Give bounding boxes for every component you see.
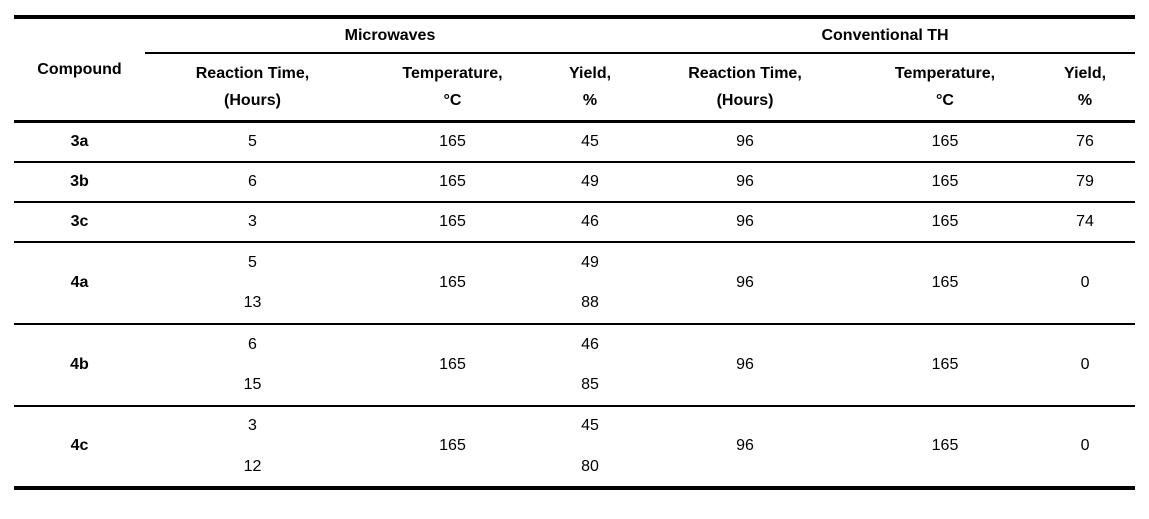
value-bottom: 12	[243, 457, 262, 475]
cell-mw-reaction-time: 3 12	[145, 405, 360, 489]
cell-th-reaction-time: 96	[635, 201, 856, 243]
value-bottom: 13	[243, 294, 262, 312]
cell-compound: 3b	[14, 161, 145, 203]
cell-mw-reaction-time: 5 13	[145, 241, 360, 325]
col-header-mw-temperature: Temperature, °C	[360, 53, 545, 123]
cell-th-yield: 79	[1035, 161, 1136, 203]
stacked-values: 5 13	[145, 253, 360, 313]
stacked-values: 49 88	[545, 253, 635, 313]
col-header-line: (Hours)	[224, 92, 281, 109]
col-header-line: (Hours)	[716, 92, 774, 109]
value-top: 5	[248, 253, 257, 271]
cell-compound: 4a	[14, 241, 145, 325]
col-header-th-reaction-time: Reaction Time, (Hours)	[635, 53, 856, 123]
stacked-values: 45 80	[545, 416, 635, 476]
column-header-row: Reaction Time, (Hours) Temperature, °C Y…	[14, 53, 1136, 123]
cell-mw-yield: 49	[545, 161, 636, 203]
cell-mw-temperature: 165	[360, 201, 545, 243]
cell-th-yield: 74	[1035, 201, 1136, 243]
group-header-microwaves: Microwaves	[145, 17, 636, 54]
cell-mw-temperature: 165	[360, 323, 545, 407]
cell-th-yield: 0	[1035, 241, 1136, 325]
cell-th-temperature: 165	[855, 121, 1036, 163]
cell-mw-yield: 45	[545, 121, 636, 163]
cell-mw-temperature: 165	[360, 161, 545, 203]
cell-th-reaction-time: 96	[635, 323, 856, 407]
col-header-line: Reaction Time,	[195, 65, 310, 82]
col-header-line: Yield,	[568, 65, 612, 82]
value-top: 6	[248, 335, 257, 353]
group-header-row: Compound Microwaves Conventional TH	[14, 17, 1136, 123]
value-bottom: 85	[581, 376, 599, 394]
table-row-3a: 3a 5 165 45 96 165 76	[14, 121, 1136, 163]
stacked-values: 3 12	[145, 416, 360, 476]
cell-mw-yield: 45 80	[545, 405, 636, 489]
col-header-line: °C	[443, 92, 462, 109]
value-bottom: 88	[581, 294, 599, 312]
table-row-3c: 3c 3 165 46 96 165 74	[14, 201, 1136, 243]
col-header-line: Reaction Time,	[688, 65, 802, 82]
cell-th-yield: 0	[1035, 323, 1136, 407]
col-header-line: Temperature,	[402, 65, 503, 82]
cell-mw-reaction-time: 6 15	[145, 323, 360, 407]
cell-th-reaction-time: 96	[635, 121, 856, 163]
col-header-mw-reaction-time: Reaction Time, (Hours)	[145, 53, 360, 123]
value-top: 45	[581, 417, 599, 434]
cell-mw-reaction-time: 3	[145, 201, 360, 243]
stacked-values: 46 85	[545, 335, 635, 395]
cell-th-yield: 0	[1035, 405, 1136, 489]
cell-compound: 4b	[14, 323, 145, 407]
cell-compound: 4c	[14, 405, 145, 489]
value-top: 49	[581, 253, 599, 271]
cell-mw-reaction-time: 6	[145, 161, 360, 203]
cell-th-reaction-time: 96	[635, 241, 856, 325]
cell-mw-temperature: 165	[360, 241, 545, 325]
col-header-line: Yield,	[1063, 65, 1107, 82]
cell-th-temperature: 165	[855, 201, 1036, 243]
cell-mw-yield: 49 88	[545, 241, 636, 325]
col-header-line: %	[1077, 92, 1093, 109]
cell-th-yield: 76	[1035, 121, 1136, 163]
value-bottom: 15	[243, 376, 262, 394]
compound-header: Compound	[14, 17, 145, 123]
cell-th-reaction-time: 96	[635, 161, 856, 203]
cell-th-temperature: 165	[855, 405, 1036, 489]
cell-mw-temperature: 165	[360, 121, 545, 163]
value-top: 46	[581, 335, 599, 353]
col-header-line: Temperature,	[894, 65, 996, 82]
cell-mw-yield: 46 85	[545, 323, 636, 407]
col-header-line: °C	[936, 92, 954, 109]
value-bottom: 80	[581, 457, 599, 475]
col-header-th-temperature: Temperature, °C	[855, 53, 1036, 123]
value-top: 3	[248, 417, 257, 434]
col-header-mw-yield: Yield, %	[545, 53, 636, 123]
cell-th-temperature: 165	[855, 161, 1036, 203]
stacked-values: 6 15	[145, 335, 360, 395]
cell-th-reaction-time: 96	[635, 405, 856, 489]
cell-mw-reaction-time: 5	[145, 121, 360, 163]
table-row-3b: 3b 6 165 49 96 165 79	[14, 161, 1136, 203]
table-row-4c: 4c 3 12 165 45 80 96 165 0	[14, 405, 1136, 489]
cell-th-temperature: 165	[855, 323, 1036, 407]
table-row-4b: 4b 6 15 165 46 85 96 165 0	[14, 323, 1136, 407]
table-row-4a: 4a 5 13 165 49 88 96 165 0	[14, 241, 1136, 325]
col-header-line: %	[582, 92, 598, 109]
cell-mw-yield: 46	[545, 201, 636, 243]
cell-compound: 3a	[14, 121, 145, 163]
group-header-conventional-th: Conventional TH	[635, 17, 1136, 54]
cell-compound: 3c	[14, 201, 145, 243]
page: Compound Microwaves Conventional TH Reac…	[14, 15, 1136, 490]
results-table: Compound Microwaves Conventional TH Reac…	[14, 15, 1136, 490]
col-header-th-yield: Yield, %	[1035, 53, 1136, 123]
cell-th-temperature: 165	[855, 241, 1036, 325]
cell-mw-temperature: 165	[360, 405, 545, 489]
